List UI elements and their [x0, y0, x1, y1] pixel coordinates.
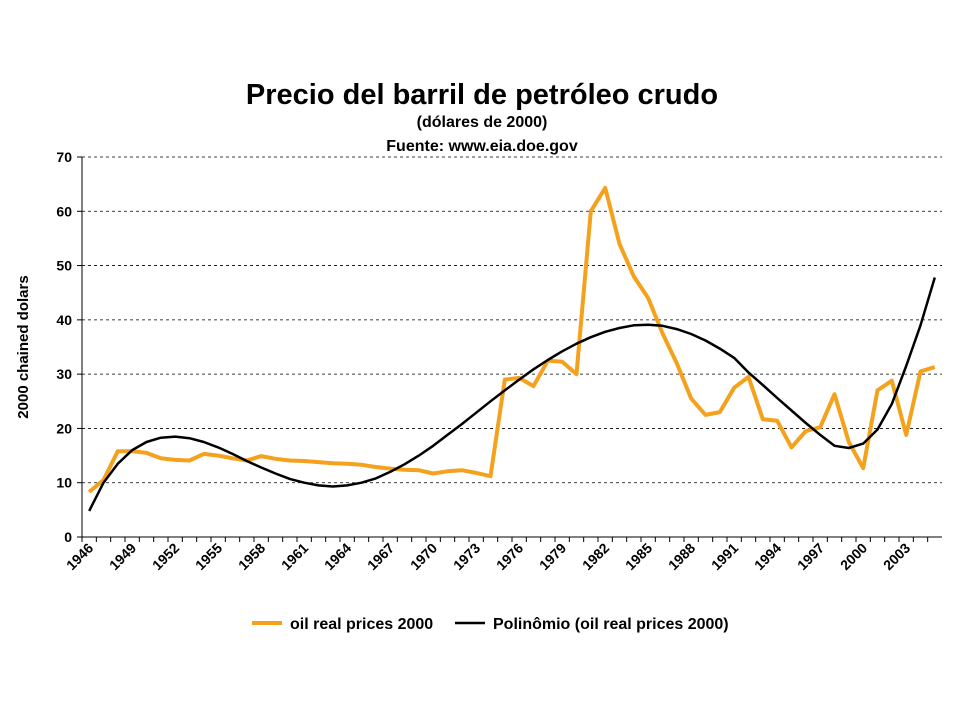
x-tick-label: 1955: [192, 540, 225, 573]
x-tick-label: 1970: [407, 540, 440, 573]
x-tick-label: 1991: [708, 540, 741, 573]
x-tick-label: 1958: [235, 540, 268, 573]
x-tick-label: 2003: [880, 540, 913, 573]
y-tick-label: 60: [56, 203, 72, 219]
y-tick-label: 20: [56, 420, 72, 436]
y-tick-label: 10: [56, 475, 72, 491]
y-tick-label: 50: [56, 258, 72, 274]
y-axis-label: 2000 chained dolars: [15, 275, 32, 418]
x-tick-label: 1949: [106, 540, 139, 573]
x-tick-label: 1964: [321, 540, 354, 573]
series-line: [87, 185, 936, 494]
x-tick-label: 1988: [665, 540, 698, 573]
chart-subtitle: (dólares de 2000): [417, 114, 548, 131]
x-tick-label: 1985: [622, 540, 655, 573]
x-tick-label: 2000: [837, 540, 870, 573]
x-tick-label: 1997: [794, 540, 827, 573]
x-tick-label: 1973: [450, 540, 483, 573]
chart-title: Precio del barril de petróleo crudo: [246, 79, 718, 111]
legend-label: oil real prices 2000: [290, 616, 433, 633]
y-tick-label: 0: [64, 529, 72, 545]
source: Fuente: www.eia.doe.gov: [386, 138, 578, 155]
x-tick-label: 1982: [579, 540, 612, 573]
x-tick-label: 1994: [751, 540, 784, 573]
x-tick-label: 1961: [278, 540, 311, 573]
x-tick-label: 1967: [364, 540, 397, 573]
y-tick-label: 40: [56, 312, 72, 328]
series-line: [88, 277, 936, 512]
x-tick-label: 1952: [149, 540, 182, 573]
x-tick-label: 1979: [536, 540, 569, 573]
y-tick-label: 70: [56, 149, 72, 165]
x-tick-label: 1976: [493, 540, 526, 573]
legend-label: Polinômio (oil real prices 2000): [493, 616, 729, 633]
y-tick-label: 30: [56, 366, 72, 382]
